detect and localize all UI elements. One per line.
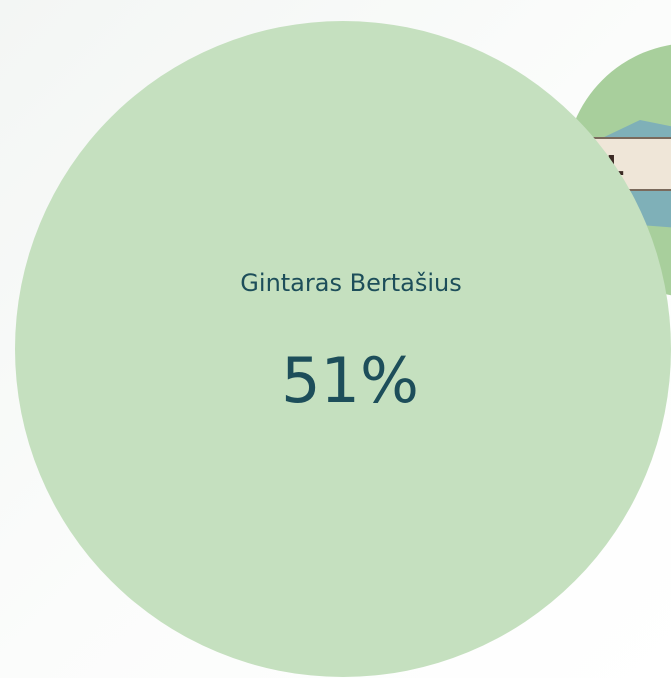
main-bubble <box>15 21 671 677</box>
bubble-value: 51% <box>281 344 419 417</box>
bubble-label: Gintaras Bertašius <box>240 269 461 297</box>
